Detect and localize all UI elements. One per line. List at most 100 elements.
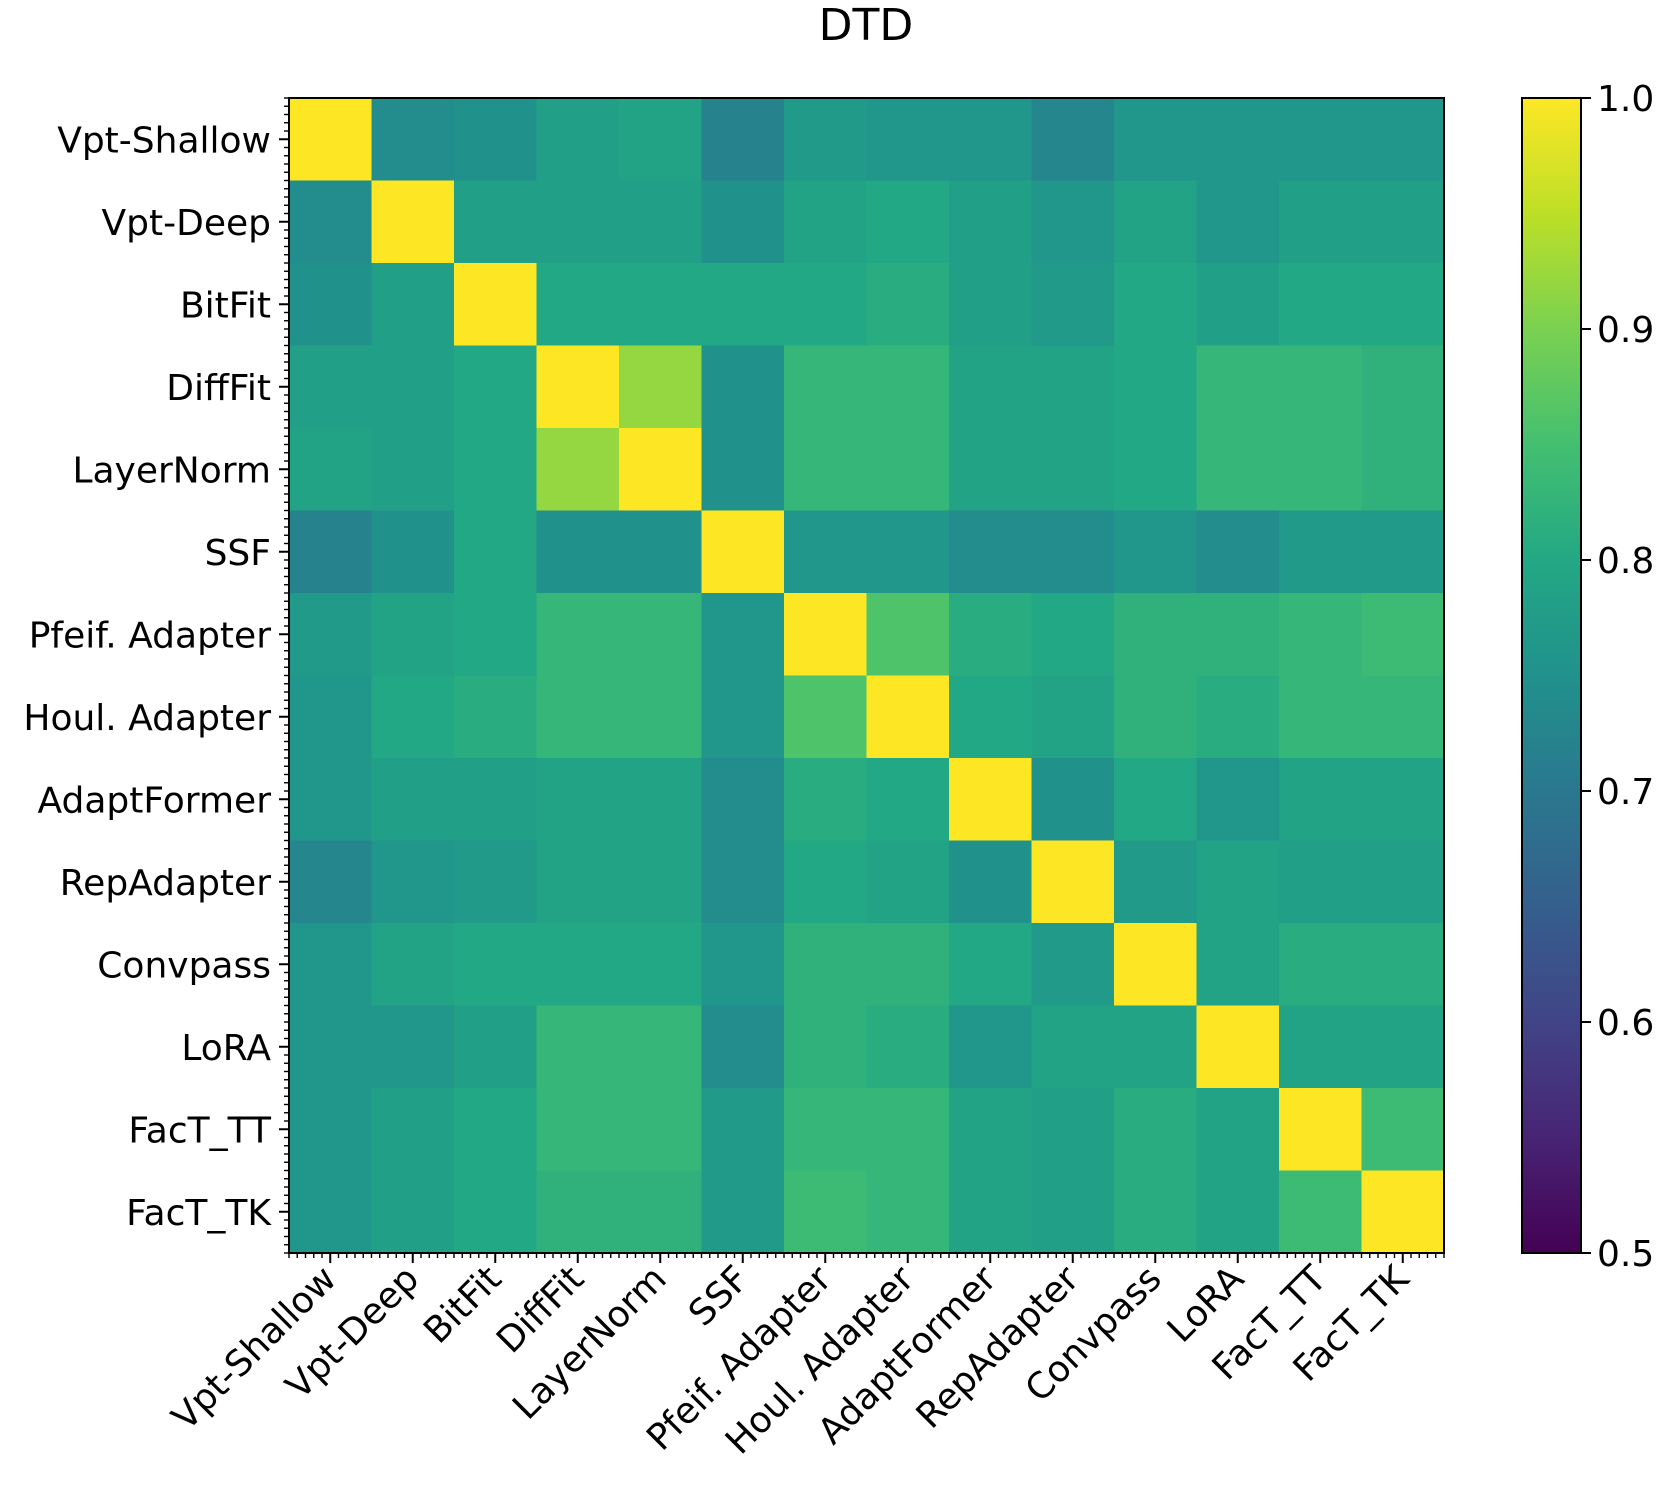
- colorbar-frame: [1521, 97, 1582, 1254]
- heatmap-cell-0-10: [1114, 98, 1198, 182]
- heatmap-cell-8-2: [454, 758, 538, 842]
- heatmap-cell-11-0: [289, 1005, 373, 1089]
- heatmap-cell-9-2: [454, 840, 538, 924]
- heatmap-cell-1-11: [1196, 180, 1280, 264]
- heatmap-cell-8-7: [866, 758, 950, 842]
- heatmap-cell-11-10: [1114, 1005, 1198, 1089]
- y-tick-label: BitFit: [180, 285, 271, 326]
- heatmap-cell-12-13: [1361, 1088, 1445, 1172]
- heatmap-cell-3-5: [701, 345, 785, 429]
- heatmap-cell-11-8: [949, 1005, 1033, 1089]
- heatmap-cell-6-1: [371, 593, 455, 677]
- heatmap-cell-2-10: [1114, 263, 1198, 347]
- heatmap-cell-12-10: [1114, 1088, 1198, 1172]
- heatmap-cell-4-1: [371, 428, 455, 512]
- heatmap-cell-13-2: [454, 1170, 538, 1254]
- heatmap-cell-10-5: [701, 923, 785, 1007]
- heatmap-cell-6-10: [1114, 593, 1198, 677]
- heatmap-cell-1-3: [536, 180, 620, 264]
- heatmap-cell-7-6: [784, 675, 868, 759]
- heatmap-cell-5-3: [536, 510, 620, 594]
- heatmap-cell-9-5: [701, 840, 785, 924]
- heatmap-cell-13-7: [866, 1170, 950, 1254]
- heatmap-cell-10-10: [1114, 923, 1198, 1007]
- heatmap-cell-0-4: [619, 98, 703, 182]
- heatmap-cell-1-7: [866, 180, 950, 264]
- heatmap-cell-3-10: [1114, 345, 1198, 429]
- heatmap-cell-0-13: [1361, 98, 1445, 182]
- heatmap-cell-4-5: [701, 428, 785, 512]
- heatmap-cell-7-9: [1031, 675, 1115, 759]
- y-axis: Vpt-Shallow Vpt-Deep BitFit DiffFit LayerNor…: [23, 97, 289, 1254]
- heatmap-cell-2-7: [866, 263, 950, 347]
- y-tick-label: LoRA: [181, 1028, 271, 1069]
- heatmap-cell-3-6: [784, 345, 868, 429]
- heatmap-cell-7-4: [619, 675, 703, 759]
- y-tick-label: Pfeif. Adapter: [29, 615, 271, 656]
- heatmap-cell-4-8: [949, 428, 1033, 512]
- heatmap-cell-6-7: [866, 593, 950, 677]
- heatmap-cell-12-9: [1031, 1088, 1115, 1172]
- heatmap-cell-7-5: [701, 675, 785, 759]
- heatmap-cell-11-12: [1279, 1005, 1363, 1089]
- heatmap-cell-12-1: [371, 1088, 455, 1172]
- heatmap-cell-9-13: [1361, 840, 1445, 924]
- x-axis: Vpt-ShallowVpt-DeepBitFitDiffFitLayerNor…: [164, 1253, 1445, 1462]
- heatmap-cell-4-2: [454, 428, 538, 512]
- heatmap-cell-6-3: [536, 593, 620, 677]
- heatmap-cell-9-6: [784, 840, 868, 924]
- heatmap-cell-12-2: [454, 1088, 538, 1172]
- heatmap-cell-10-1: [371, 923, 455, 1007]
- heatmap-cell-0-6: [784, 98, 868, 182]
- heatmap-cell-7-0: [289, 675, 373, 759]
- heatmap-cell-1-1: [371, 180, 455, 264]
- heatmap-cell-11-2: [454, 1005, 538, 1089]
- heatmap-cell-3-3: [536, 345, 620, 429]
- heatmap-cell-1-5: [701, 180, 785, 264]
- y-tick-label: SSF: [205, 533, 271, 574]
- y-tick-label: Houl. Adapter: [23, 698, 271, 739]
- heatmap-cell-2-0: [289, 263, 373, 347]
- colorbar-tick-label: 0.9: [1597, 310, 1654, 351]
- colorbar-tick-label: 0.5: [1597, 1234, 1654, 1275]
- heatmap-cell-12-5: [701, 1088, 785, 1172]
- heatmap-cell-2-9: [1031, 263, 1115, 347]
- heatmap-cell-3-2: [454, 345, 538, 429]
- heatmap-cell-10-6: [784, 923, 868, 1007]
- heatmap-cell-5-7: [866, 510, 950, 594]
- heatmap-cell-5-13: [1361, 510, 1445, 594]
- heatmap-cell-7-13: [1361, 675, 1445, 759]
- heatmap-cell-11-7: [866, 1005, 950, 1089]
- heatmap-cell-0-0: [289, 98, 373, 182]
- heatmap-cell-13-11: [1196, 1170, 1280, 1254]
- colorbar: 0.5 0.6 0.7 0.8 0.9 1.0: [1521, 79, 1654, 1275]
- heatmap-cell-9-1: [371, 840, 455, 924]
- heatmap-cell-13-9: [1031, 1170, 1115, 1254]
- heatmap-cell-3-4: [619, 345, 703, 429]
- heatmap-cell-12-8: [949, 1088, 1033, 1172]
- heatmap-cell-9-0: [289, 840, 373, 924]
- heatmap-cell-4-10: [1114, 428, 1198, 512]
- heatmap-cell-5-6: [784, 510, 868, 594]
- heatmap-cell-2-13: [1361, 263, 1445, 347]
- heatmap-cell-0-3: [536, 98, 620, 182]
- heatmap-cell-3-1: [371, 345, 455, 429]
- heatmap-cell-9-3: [536, 840, 620, 924]
- heatmap-cell-8-0: [289, 758, 373, 842]
- heatmap-cell-13-12: [1279, 1170, 1363, 1254]
- heatmap-cell-5-4: [619, 510, 703, 594]
- heatmap-cell-9-4: [619, 840, 703, 924]
- heatmap-cell-6-4: [619, 593, 703, 677]
- heatmap-cell-6-11: [1196, 593, 1280, 677]
- y-tick-label: FacT_TK: [126, 1193, 272, 1234]
- heatmap-cell-0-12: [1279, 98, 1363, 182]
- heatmap-cell-0-7: [866, 98, 950, 182]
- heatmap-cell-1-0: [289, 180, 373, 264]
- heatmap-cell-13-6: [784, 1170, 868, 1254]
- heatmap-cell-2-8: [949, 263, 1033, 347]
- heatmap-cell-13-13: [1361, 1170, 1445, 1254]
- y-tick-label: DiffFit: [166, 368, 271, 409]
- heatmap-cell-10-8: [949, 923, 1033, 1007]
- heatmap-cell-8-6: [784, 758, 868, 842]
